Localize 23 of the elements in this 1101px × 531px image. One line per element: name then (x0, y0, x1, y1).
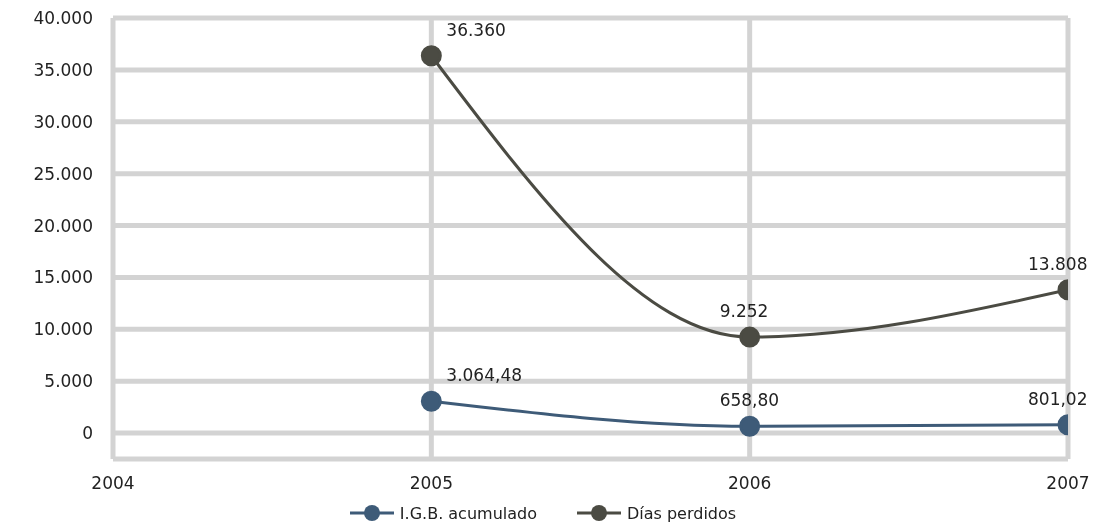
y-tick-label: 20.000 (33, 215, 93, 236)
point (420, 45, 442, 67)
x-tick-label: 2007 (1046, 473, 1090, 494)
x-tick-label: 2006 (728, 473, 772, 494)
y-tick-label: 30.000 (33, 111, 93, 132)
legend-label: I.G.B. acumulado (398, 503, 537, 523)
y-tick-label: 15.000 (33, 267, 93, 288)
data-label: 13.808 (1028, 253, 1088, 274)
x-tick-label: 2004 (91, 473, 135, 494)
data-label: 801,02 (1028, 388, 1088, 409)
x-tick-label: 2005 (409, 473, 453, 494)
y-tick-label: 10.000 (33, 319, 93, 340)
y-tick-label: 40.000 (33, 8, 93, 29)
y-tick-label: 5.000 (44, 371, 93, 392)
y-tick-label: 0 (82, 423, 93, 444)
y-tick-label: 25.000 (33, 163, 93, 184)
data-label: 658,80 (719, 390, 780, 411)
data-label: 9.252 (719, 301, 769, 322)
data-label: 36.360 (446, 19, 506, 40)
legend-label: Días perdidos (625, 503, 737, 523)
y-tick-label: 35.000 (33, 59, 93, 80)
data-label: 3.064,48 (446, 365, 523, 386)
point (420, 390, 442, 412)
